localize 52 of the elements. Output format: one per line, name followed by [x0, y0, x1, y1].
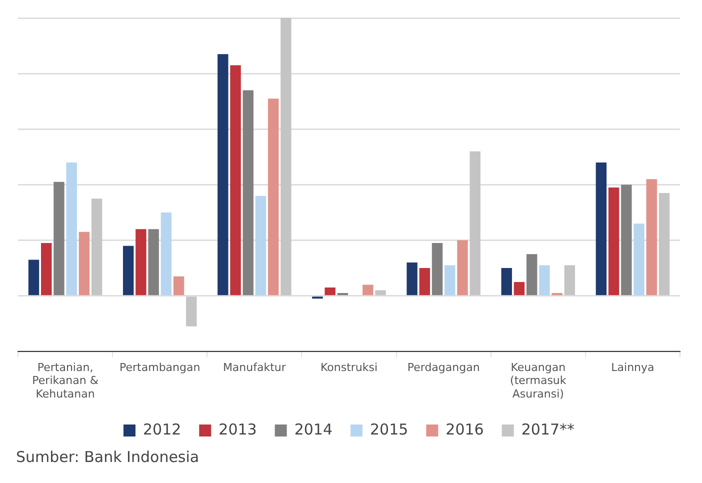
x-tick-label: Pertanian, Perikanan & Kehutanan: [32, 360, 99, 400]
bar: [634, 224, 644, 296]
bar: [122, 246, 134, 296]
x-tick-label: Pertambangan: [120, 360, 200, 374]
bar: [230, 65, 241, 296]
legend-label: 2015: [370, 420, 408, 438]
x-tick-label: Manufaktur: [222, 360, 286, 374]
bar: [526, 254, 538, 296]
bar: [173, 276, 184, 296]
bar: [514, 282, 525, 296]
bar: [255, 196, 266, 296]
bar: [419, 268, 430, 296]
bar: [160, 212, 172, 296]
legend-label: 2017**: [521, 420, 576, 438]
bar: [66, 162, 77, 296]
bar: [470, 151, 480, 296]
bar: [501, 268, 512, 296]
bar: [324, 288, 336, 296]
x-tick-label: Lainnya: [611, 360, 654, 374]
bar: [406, 262, 418, 296]
bar: [268, 98, 279, 296]
bar: [78, 232, 90, 296]
legend-label: 2012: [142, 420, 182, 438]
bar: [136, 229, 146, 296]
bar: [375, 290, 386, 296]
bar: [658, 193, 670, 296]
bar: [186, 296, 197, 326]
bar: [564, 265, 576, 296]
bar: [457, 240, 468, 296]
bar: [218, 54, 228, 296]
bar: [28, 260, 40, 296]
bar: [54, 182, 64, 296]
text: Sumber: Bank Indonesia: [16, 448, 200, 466]
bar: [362, 284, 374, 296]
x-tick-label: Perdagangan: [407, 360, 480, 374]
bar: [280, 18, 292, 296]
bar: [148, 229, 159, 296]
bar: [621, 184, 632, 296]
bar: [539, 265, 550, 296]
bar: [596, 162, 607, 296]
bar: [646, 179, 657, 296]
bar: [432, 243, 443, 296]
bar: [444, 265, 456, 296]
x-tick-label: Konstruksi: [320, 360, 378, 374]
legend-label: 2016: [446, 420, 484, 438]
x-tick-label: Keuangan (termasuk Asuransi): [510, 360, 567, 400]
legend-label: 2014: [294, 420, 333, 438]
bar: [91, 198, 102, 296]
bar: [41, 243, 52, 296]
legend-label: 2013: [218, 420, 257, 438]
bar: [608, 187, 620, 296]
bar: [242, 90, 254, 296]
